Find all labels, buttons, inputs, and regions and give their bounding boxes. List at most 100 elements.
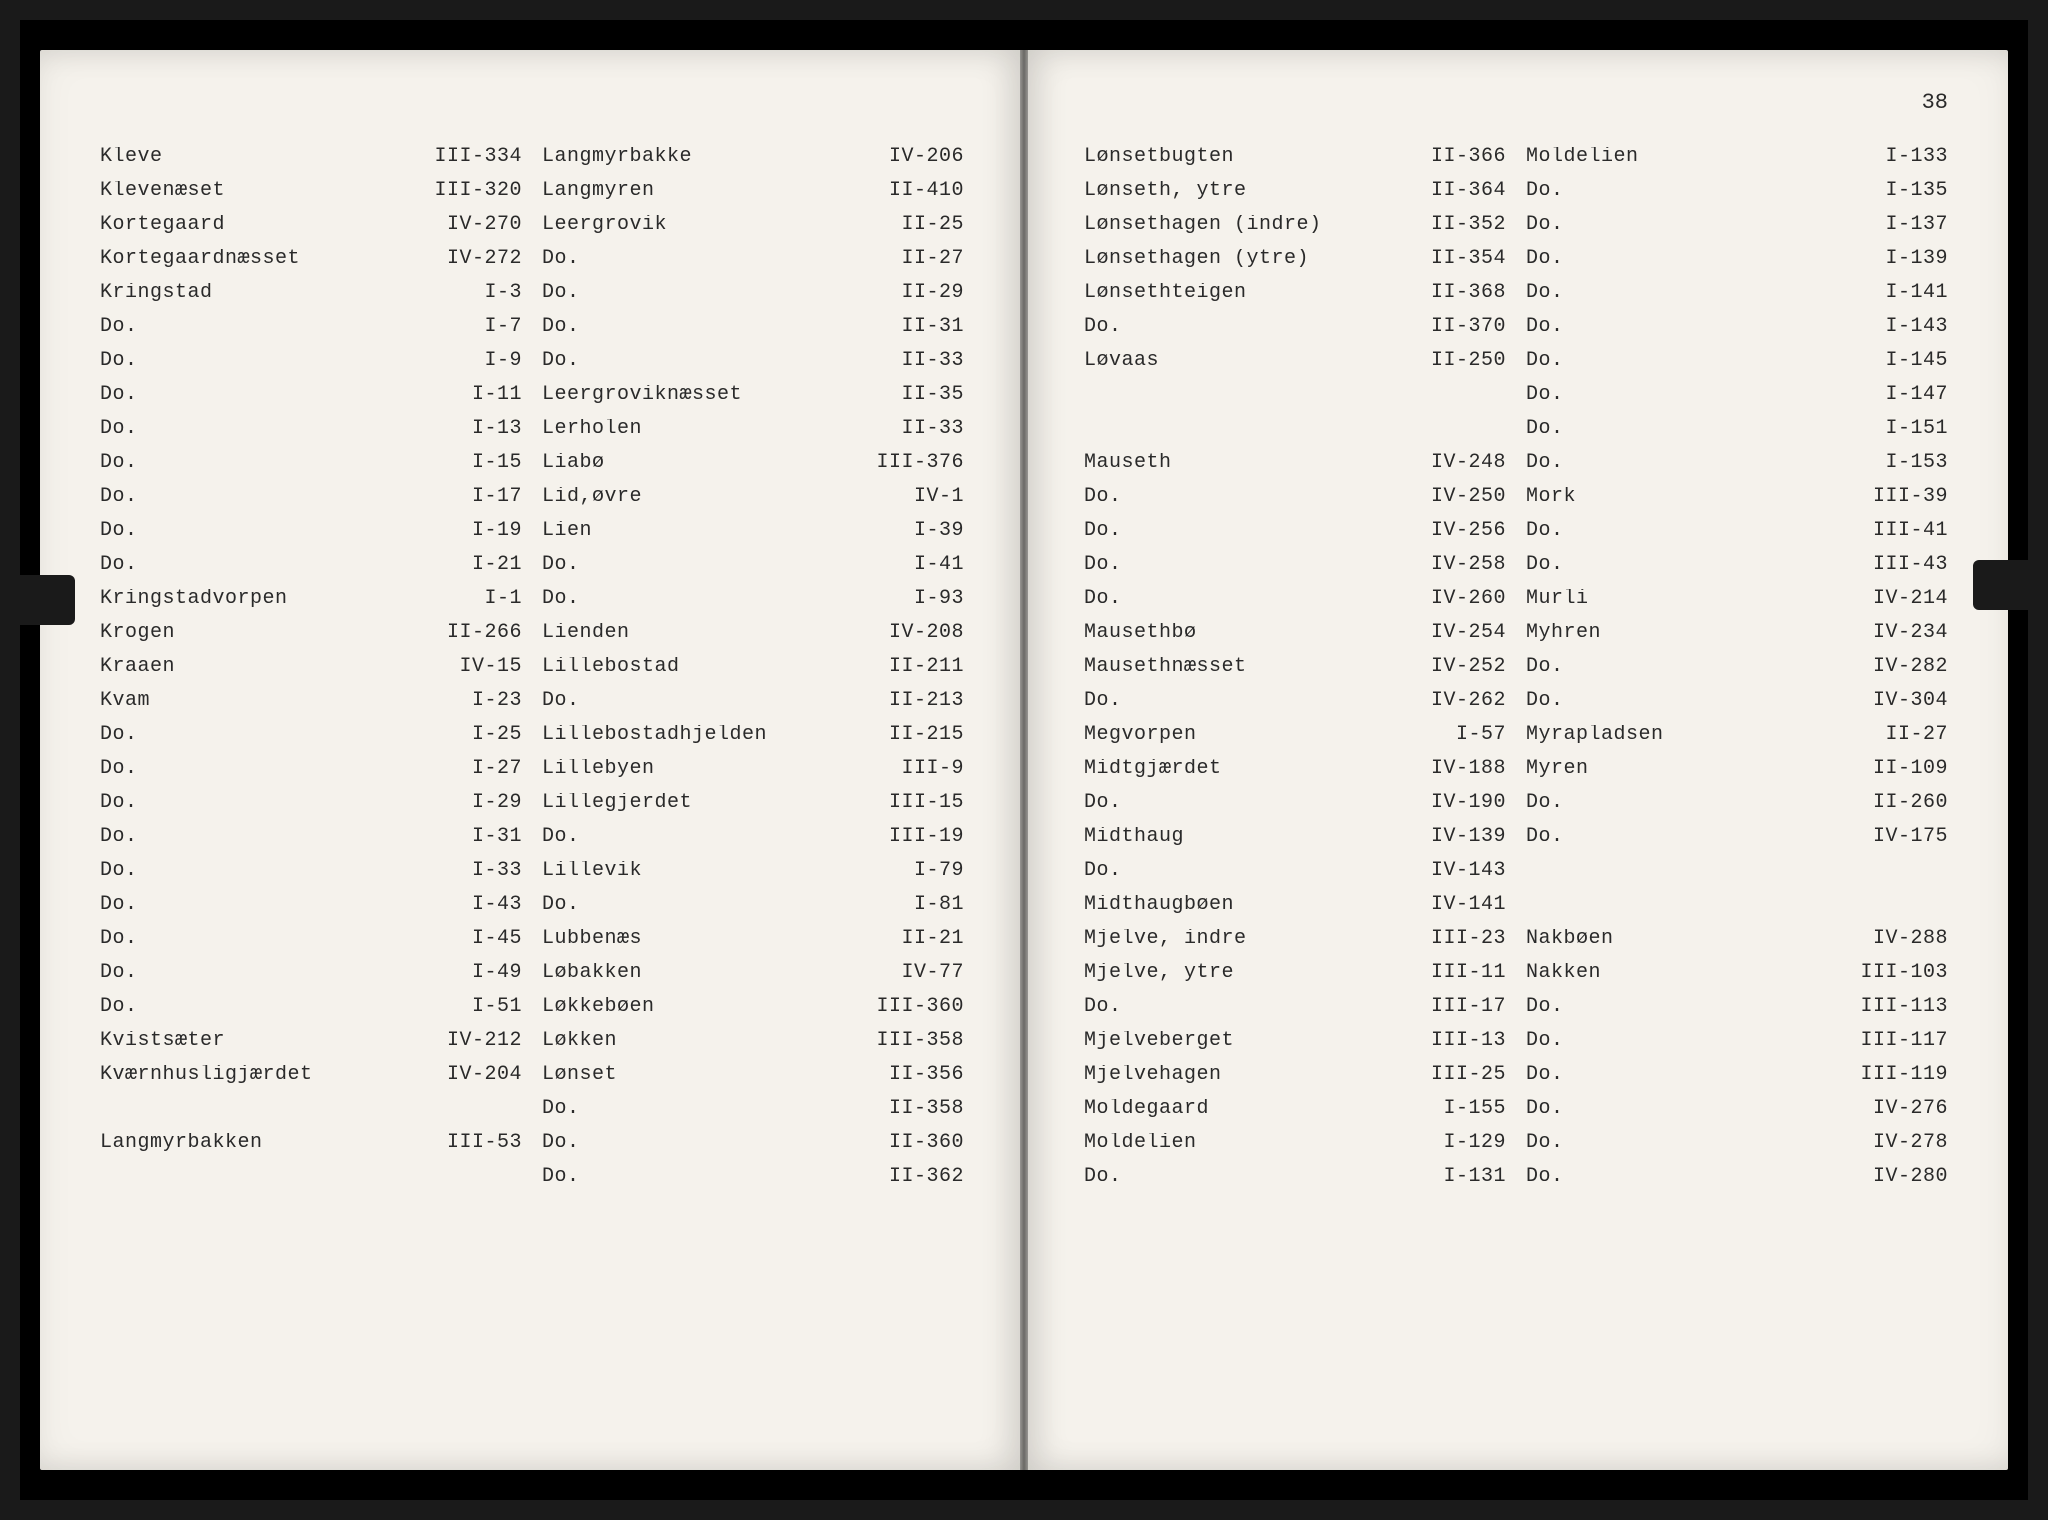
entry-name: Do. — [1084, 1167, 1122, 1187]
entry-name: Lønsetbugten — [1084, 147, 1234, 167]
entry-ref: II-368 — [1419, 283, 1506, 303]
entry-name: Do. — [1526, 351, 1564, 371]
entry-ref: II-33 — [889, 419, 964, 439]
entry-ref: I-19 — [460, 521, 522, 541]
index-row: LillevikI-79 — [542, 854, 964, 888]
index-row: LønsethteigenII-368 — [1084, 276, 1506, 310]
entry-ref — [1481, 419, 1506, 439]
entry-ref: IV-278 — [1861, 1133, 1948, 1153]
index-row — [1526, 854, 1948, 888]
index-row: LiendenIV-208 — [542, 616, 964, 650]
entry-name: Do. — [542, 589, 580, 609]
entry-name: Do. — [1526, 793, 1564, 813]
index-row: LillebostadII-211 — [542, 650, 964, 684]
entry-ref: IV-304 — [1861, 691, 1948, 711]
index-row: LangmyrenII-410 — [542, 174, 964, 208]
entry-name: Myhren — [1526, 623, 1601, 643]
entry-ref: III-15 — [877, 793, 964, 813]
entry-name: Langmyrbakke — [542, 147, 692, 167]
entry-name: Do. — [542, 1099, 580, 1119]
entry-ref: IV-280 — [1861, 1167, 1948, 1187]
entry-ref: I-23 — [460, 691, 522, 711]
entry-name: Myrapladsen — [1526, 725, 1664, 745]
entry-ref: I-135 — [1873, 181, 1948, 201]
entry-name: Langmyrbakken — [100, 1133, 263, 1153]
entry-ref: II-25 — [889, 215, 964, 235]
entry-ref — [497, 1099, 522, 1119]
entry-name: Kortegaard — [100, 215, 225, 235]
index-row: MidthaugbøenIV-141 — [1084, 888, 1506, 922]
index-row: LøvaasII-250 — [1084, 344, 1506, 378]
entry-ref: III-117 — [1848, 1031, 1948, 1051]
entry-name: Kortegaardnæsset — [100, 249, 300, 269]
index-row: KrogenII-266 — [100, 616, 522, 650]
entry-ref: IV-15 — [447, 657, 522, 677]
entry-name: Løkkebøen — [542, 997, 655, 1017]
entry-name: Lubbenæs — [542, 929, 642, 949]
index-row: Do.III-117 — [1526, 1024, 1948, 1058]
entry-name: Mjelve, ytre — [1084, 963, 1234, 983]
index-row: Do.I-153 — [1526, 446, 1948, 480]
index-row: MausethnæssetIV-252 — [1084, 650, 1506, 684]
entry-name: Do. — [542, 249, 580, 269]
index-row: LubbenæsII-21 — [542, 922, 964, 956]
index-row: Do.I-17 — [100, 480, 522, 514]
entry-name: Do. — [1526, 215, 1564, 235]
index-row: NakbøenIV-288 — [1526, 922, 1948, 956]
entry-ref: I-131 — [1431, 1167, 1506, 1187]
right-columns: LønsetbugtenII-366Lønseth, ytreII-364Løn… — [1084, 140, 1948, 1194]
entry-ref: IV-282 — [1861, 657, 1948, 677]
entry-ref: III-358 — [864, 1031, 964, 1051]
index-row: Do.I-45 — [100, 922, 522, 956]
index-row: Do.I-43 — [100, 888, 522, 922]
entry-ref: I-155 — [1431, 1099, 1506, 1119]
entry-name: Lillegjerdet — [542, 793, 692, 813]
entry-ref: III-376 — [864, 453, 964, 473]
entry-name: Do. — [100, 929, 138, 949]
entry-ref: IV-141 — [1419, 895, 1506, 915]
entry-name: Do. — [1084, 691, 1122, 711]
index-row: Do.I-33 — [100, 854, 522, 888]
entry-ref: IV-270 — [435, 215, 522, 235]
entry-ref: I-137 — [1873, 215, 1948, 235]
index-row: Myhren IV-234 — [1526, 616, 1948, 650]
entry-ref: II-27 — [889, 249, 964, 269]
entry-name — [100, 1099, 113, 1119]
entry-ref: I-9 — [472, 351, 522, 371]
entry-ref: II-250 — [1419, 351, 1506, 371]
entry-ref: III-334 — [422, 147, 522, 167]
entry-name: Mork — [1526, 487, 1576, 507]
entry-ref: III-11 — [1419, 963, 1506, 983]
entry-name: Do. — [1084, 317, 1122, 337]
entry-ref: III-41 — [1861, 521, 1948, 541]
index-row: Do.II-31 — [542, 310, 964, 344]
entry-name: Midthaug — [1084, 827, 1184, 847]
entry-ref: I-29 — [460, 793, 522, 813]
entry-ref: II-366 — [1419, 147, 1506, 167]
entry-ref: III-53 — [435, 1133, 522, 1153]
page-right: 38 LønsetbugtenII-366Lønseth, ytreII-364… — [1024, 50, 2008, 1470]
index-row: KlevenæsetIII-320 — [100, 174, 522, 208]
entry-ref: II-213 — [877, 691, 964, 711]
entry-name: Lien — [542, 521, 592, 541]
entry-name: Do. — [1526, 283, 1564, 303]
entry-ref: I-1 — [472, 589, 522, 609]
entry-name: Do. — [542, 555, 580, 575]
entry-name: Do. — [1084, 521, 1122, 541]
index-row: Do.III-43 — [1526, 548, 1948, 582]
page-left: KleveIII-334KlevenæsetIII-320KortegaardI… — [40, 50, 1024, 1470]
entry-ref: I-153 — [1873, 453, 1948, 473]
page-number: 38 — [1922, 90, 1948, 115]
index-row: LøbakkenIV-77 — [542, 956, 964, 990]
index-row: Do.I-81 — [542, 888, 964, 922]
index-row: MyrenII-109 — [1526, 752, 1948, 786]
index-row: KvistsæterIV-212 — [100, 1024, 522, 1058]
entry-name: Do. — [100, 487, 138, 507]
index-row: Do.IV-276 — [1526, 1092, 1948, 1126]
entry-ref: IV-234 — [1861, 623, 1948, 643]
entry-name: Do. — [100, 793, 138, 813]
index-row: Do.II-370 — [1084, 310, 1506, 344]
entry-ref: II-29 — [889, 283, 964, 303]
entry-ref: IV-143 — [1419, 861, 1506, 881]
entry-name: Mjelve, indre — [1084, 929, 1247, 949]
